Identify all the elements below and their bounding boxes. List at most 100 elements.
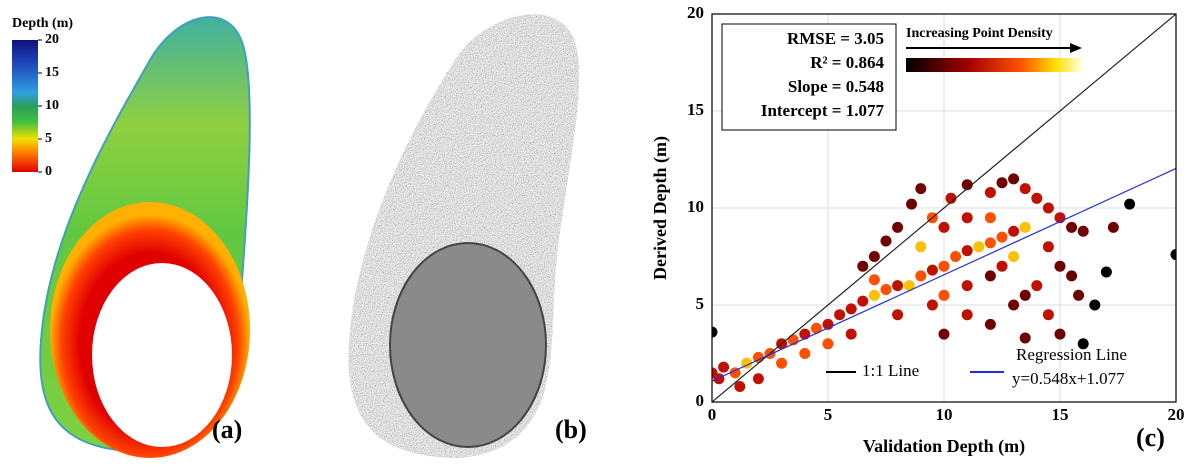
- point: [915, 183, 927, 195]
- point: [1031, 280, 1043, 292]
- y-tick-label: 20: [687, 3, 704, 22]
- point: [1077, 338, 1089, 350]
- point: [1107, 221, 1119, 233]
- point: [718, 361, 730, 373]
- stat-text: Slope = 0.548: [788, 77, 884, 96]
- point: [945, 192, 957, 204]
- point: [996, 231, 1008, 243]
- point: [810, 322, 822, 334]
- point: [1042, 309, 1054, 321]
- panel-label: (c): [1136, 423, 1165, 452]
- point: [903, 280, 915, 292]
- point: [1019, 289, 1031, 301]
- plot-frame: [711, 13, 1177, 403]
- y-tick-label: 10: [687, 197, 704, 216]
- stats-box: [721, 23, 897, 131]
- point: [1066, 270, 1078, 282]
- point: [1042, 202, 1054, 214]
- point: [845, 303, 857, 315]
- point: [961, 212, 973, 224]
- x-axis-title: Validation Depth (m): [863, 436, 1025, 457]
- panel-label: (a): [212, 415, 242, 444]
- point: [915, 270, 927, 282]
- point: [1019, 221, 1031, 233]
- point: [1054, 328, 1066, 340]
- point: [1066, 221, 1078, 233]
- panel-label: (b): [555, 415, 587, 444]
- point: [712, 326, 718, 338]
- point: [1008, 173, 1020, 185]
- point: [868, 289, 880, 301]
- panel-a: Depth (m) 0 5 10 15 20 (a): [12, 16, 251, 458]
- panel-b: (b): [348, 14, 587, 459]
- y-tick-label: 5: [696, 294, 705, 313]
- point: [984, 186, 996, 198]
- point: [906, 198, 918, 210]
- point: [984, 237, 996, 249]
- stat-text: R² = 0.864: [810, 53, 884, 72]
- point: [1008, 299, 1020, 311]
- legend-label: 1:1 Line: [862, 361, 919, 380]
- stat-text: RMSE = 3.05: [787, 29, 884, 48]
- point: [729, 367, 741, 379]
- no-data: [92, 263, 232, 447]
- point: [892, 221, 904, 233]
- point: [1089, 299, 1101, 311]
- point: [1100, 266, 1112, 278]
- point: [1031, 192, 1043, 204]
- point: [926, 264, 938, 276]
- point: [734, 380, 746, 392]
- point: [1170, 249, 1176, 261]
- point: [776, 357, 788, 369]
- point: [857, 295, 869, 307]
- point: [1124, 198, 1136, 210]
- legend-label: Regression Line: [1016, 345, 1127, 364]
- x-tick-label: 15: [1052, 405, 1069, 424]
- density-colorbar: [906, 58, 1082, 72]
- point: [868, 274, 880, 286]
- point: [984, 212, 996, 224]
- density-arrow-head: [1070, 43, 1082, 53]
- point: [1054, 260, 1066, 272]
- colorbar-title: Depth (m): [12, 16, 73, 31]
- point: [938, 328, 950, 340]
- point: [984, 270, 996, 282]
- density-label: Increasing Point Density: [906, 26, 1053, 41]
- x-tick-label: 20: [1168, 405, 1185, 424]
- point: [1019, 183, 1031, 195]
- colorbar-tick-label: 10: [45, 98, 59, 113]
- point: [938, 260, 950, 272]
- colorbar: [12, 40, 38, 172]
- legend-equation: y=0.548x+1.077: [1012, 369, 1125, 388]
- colorbar-tick-label: 15: [45, 65, 59, 80]
- point: [1008, 251, 1020, 262]
- point: [1073, 289, 1085, 301]
- y-axis-title: Derived Depth (m): [650, 136, 671, 280]
- point: [984, 318, 996, 330]
- point: [880, 235, 892, 247]
- colorbar-tick-label: 5: [45, 131, 52, 146]
- panel-c: 0 5 10 15 20 0 5 10 15 20 RMSE = 3.05 R² = 0.864 Slo…: [650, 3, 1184, 457]
- point: [868, 251, 880, 262]
- point: [996, 177, 1008, 189]
- point: [1019, 332, 1031, 344]
- point: [961, 179, 973, 191]
- x-tick-label: 10: [936, 405, 953, 424]
- point: [961, 245, 973, 257]
- point: [834, 309, 846, 321]
- point: [961, 280, 973, 292]
- point: [938, 289, 950, 301]
- regression-line: [711, 167, 1177, 382]
- point: [845, 328, 857, 340]
- point: [950, 251, 962, 262]
- x-tick-label: 5: [824, 405, 833, 424]
- point: [961, 309, 973, 321]
- y-tick-label: 15: [687, 100, 704, 119]
- point: [880, 283, 892, 295]
- point: [799, 348, 811, 359]
- point: [915, 241, 927, 253]
- colorbar-tick-label: 0: [45, 164, 52, 179]
- flat-area: [389, 242, 547, 448]
- point: [857, 260, 869, 272]
